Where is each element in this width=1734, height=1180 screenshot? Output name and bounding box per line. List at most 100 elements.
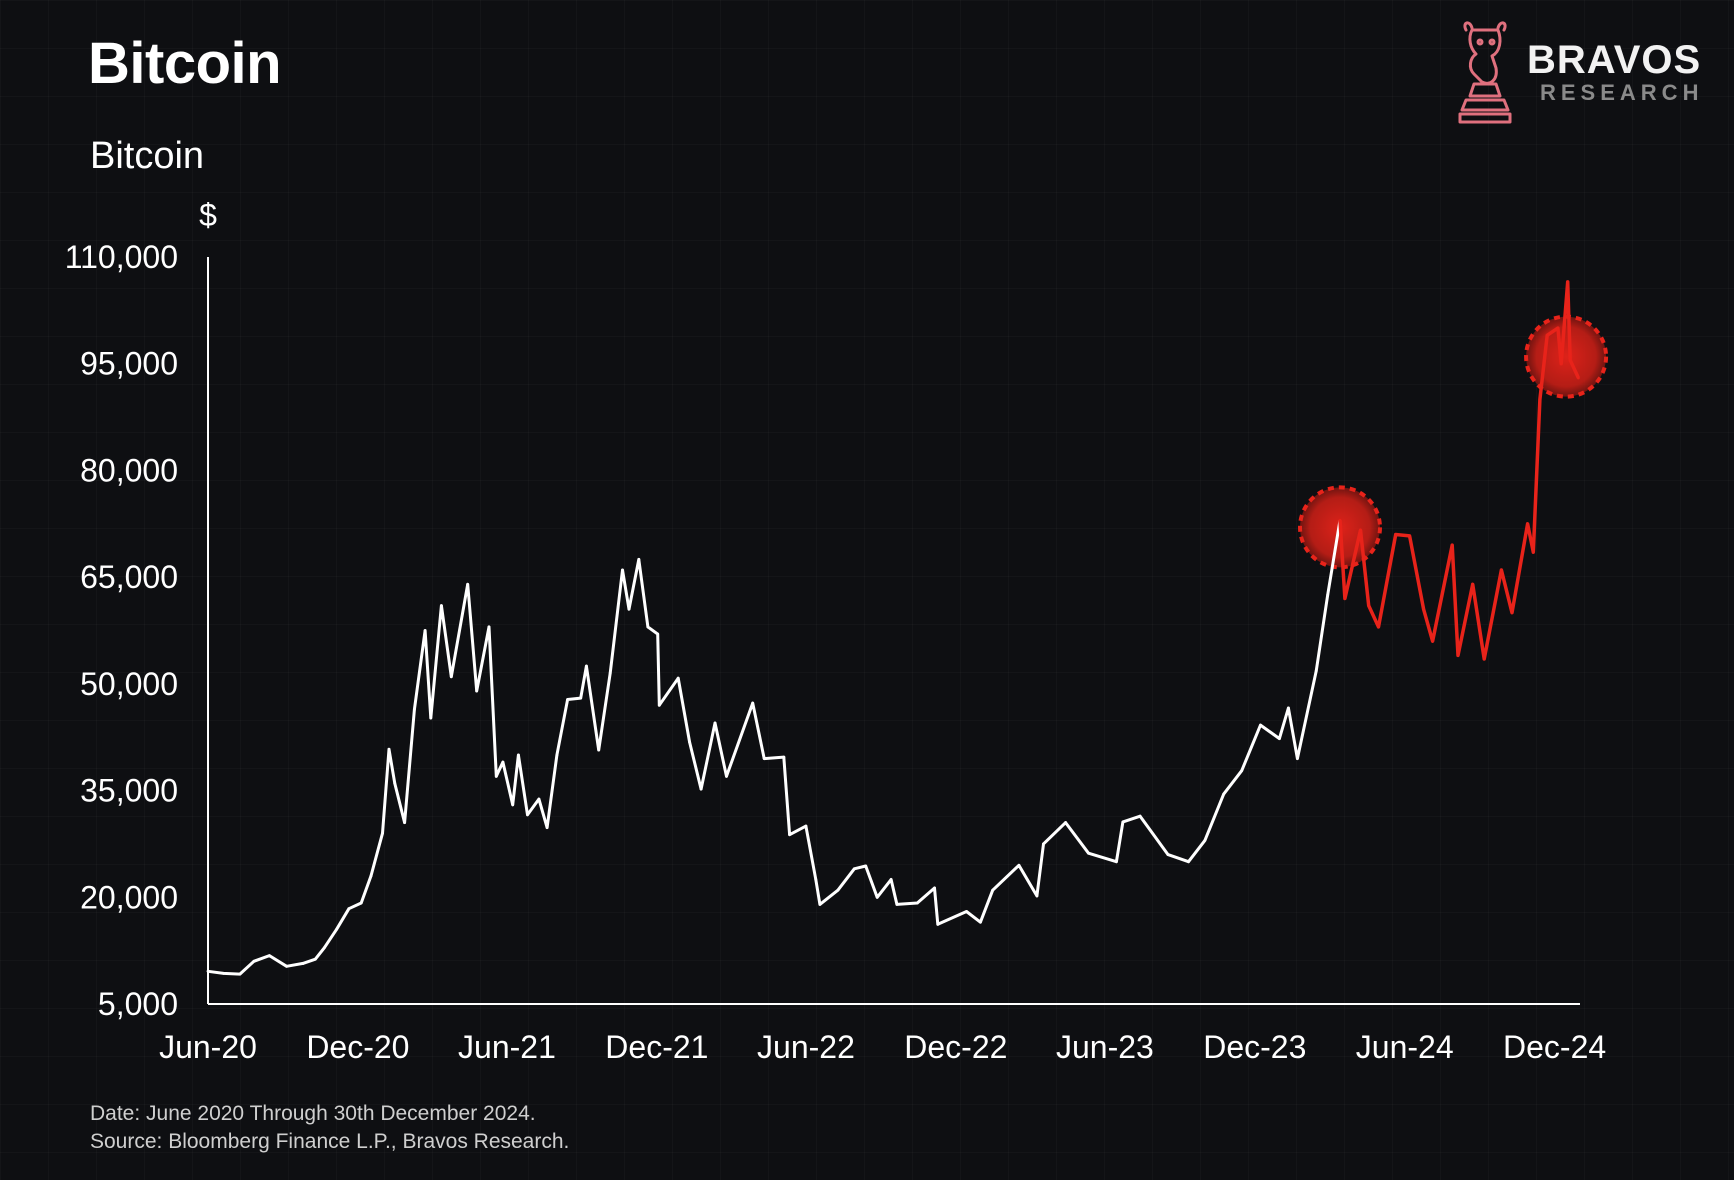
price-point [627, 607, 631, 611]
x-tick-label: Jun-23 [1056, 1029, 1154, 1065]
price-point [537, 797, 541, 801]
price-point [1431, 639, 1434, 643]
price-point [238, 972, 242, 976]
bull-knight-icon [1458, 21, 1512, 124]
brand-logo: BRAVOS RESEARCH [1452, 18, 1722, 128]
price-point [1499, 568, 1503, 572]
price-point [487, 625, 491, 629]
price-point [965, 910, 968, 913]
x-tick-label: Dec-24 [1503, 1029, 1606, 1065]
price-point [1064, 821, 1068, 824]
price-point [423, 629, 427, 632]
price-point [1377, 625, 1380, 629]
price-point [1359, 528, 1362, 532]
price-point [1042, 842, 1045, 846]
price-point [762, 757, 766, 760]
price-point [1408, 534, 1412, 538]
price-point [1538, 397, 1542, 401]
price-point [646, 625, 650, 629]
x-axis-ticks: Jun-20 Dec-20 Jun-21 Dec-21 Jun-22 Dec-22 Jun-… [159, 1029, 1606, 1065]
price-point [517, 753, 520, 757]
price-point [637, 557, 641, 561]
price-point [1338, 518, 1342, 522]
price-point [852, 867, 856, 871]
price-point [1394, 533, 1398, 536]
page-title: Bitcoin [88, 31, 282, 96]
price-point [933, 886, 936, 890]
price-point [936, 922, 940, 926]
price-point [268, 954, 271, 958]
chart-axes [207, 257, 1580, 1005]
price-point [252, 959, 256, 963]
y-tick-label: 20,000 [80, 879, 178, 915]
price-point [1566, 280, 1570, 284]
price-point [393, 782, 397, 785]
price-point [1296, 757, 1299, 760]
price-point [501, 760, 505, 764]
price-point [1526, 522, 1529, 526]
logo-subtitle: RESEARCH [1540, 80, 1704, 105]
price-point [1259, 723, 1262, 727]
price-point [1482, 657, 1486, 661]
price-point [222, 972, 225, 975]
chart-footnote: Date: June 2020 Through 30th December 20… [90, 1100, 569, 1156]
price-point [1510, 611, 1514, 615]
price-point [449, 675, 453, 679]
price-point [895, 903, 899, 906]
price-line [207, 519, 1342, 976]
price-point [1456, 654, 1460, 657]
price-point [1545, 333, 1549, 337]
price-point [788, 833, 791, 837]
price-point [782, 755, 786, 759]
price-point [1138, 814, 1142, 818]
y-tick-label: 50,000 [80, 666, 178, 702]
price-point [387, 747, 391, 751]
price-point [621, 568, 624, 572]
x-tick-label: Dec-21 [605, 1029, 708, 1065]
date-note: Date: June 2020 Through 30th December 20… [90, 1102, 536, 1125]
price-point [608, 671, 612, 675]
price-point [818, 903, 822, 906]
price-point [413, 708, 416, 711]
price-point [915, 901, 919, 905]
x-tick-label: Dec-20 [306, 1029, 409, 1065]
price-point [1187, 860, 1190, 864]
price-point [1559, 362, 1563, 366]
price-point [1450, 543, 1454, 547]
price-point [889, 878, 893, 881]
price-point [475, 689, 479, 693]
y-tick-label: 80,000 [80, 452, 178, 488]
price-point [347, 907, 351, 911]
price-point [688, 740, 692, 744]
price-point [1087, 851, 1090, 855]
price-point [526, 813, 529, 817]
y-tick-label: 35,000 [80, 773, 178, 809]
price-point [206, 969, 210, 973]
price-point [322, 946, 326, 950]
price-point [1240, 769, 1244, 773]
price-point [1222, 792, 1226, 796]
y-tick-label: 65,000 [80, 559, 178, 595]
price-point [1017, 863, 1021, 867]
chart-title: Bitcoin [90, 135, 204, 177]
price-point [657, 703, 661, 707]
y-axis-unit-label: $ [199, 197, 217, 233]
price-point [285, 964, 289, 968]
price-point [1286, 706, 1290, 710]
y-tick-label: 5,000 [98, 986, 178, 1022]
price-line-highlight [1338, 280, 1580, 661]
price-point [555, 753, 559, 757]
price-point [1326, 593, 1330, 597]
price-point [979, 920, 982, 924]
price-point [403, 821, 406, 824]
logo-wordmark: BRAVOS [1527, 38, 1702, 82]
price-point [429, 716, 433, 720]
price-point [699, 787, 703, 791]
price-point [1343, 597, 1347, 600]
price-point [814, 878, 818, 881]
price-point [804, 824, 808, 828]
price-point [1114, 860, 1118, 864]
price-point [991, 888, 995, 892]
price-point [1576, 376, 1580, 380]
